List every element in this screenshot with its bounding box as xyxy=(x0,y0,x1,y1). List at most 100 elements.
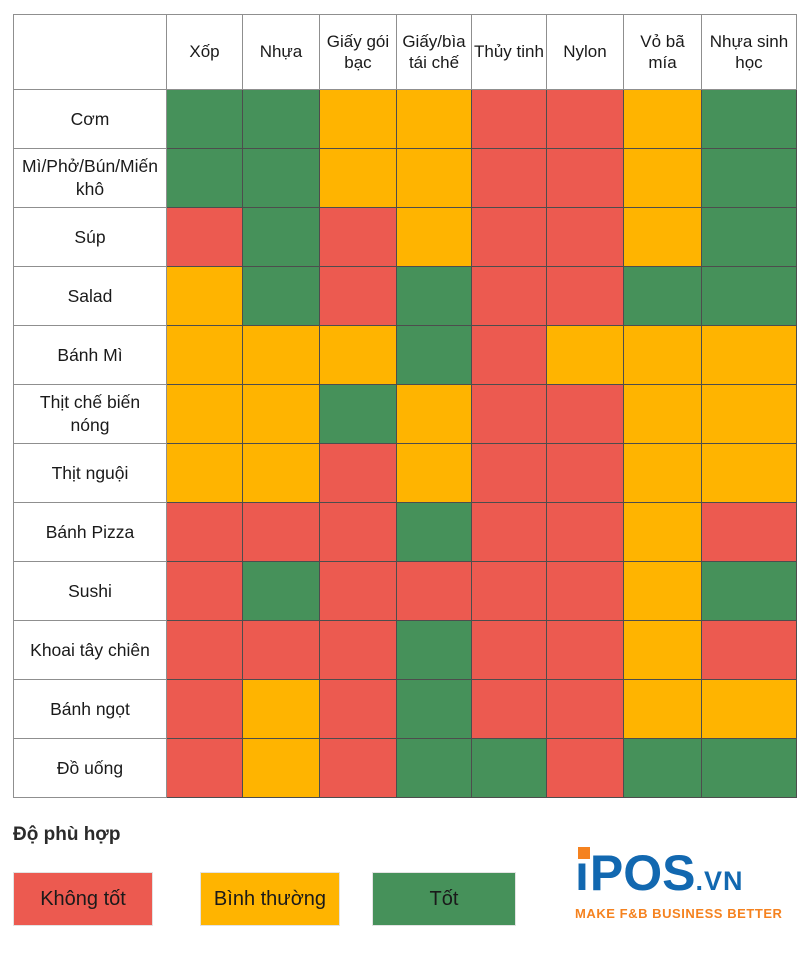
matrix-cell-normal xyxy=(318,148,397,208)
matrix-cell-normal xyxy=(622,443,702,503)
matrix-cell-bad xyxy=(165,502,243,562)
logo-letters-pos: POS xyxy=(589,845,696,901)
matrix-cell-bad xyxy=(470,325,547,385)
matrix-cell-bad xyxy=(318,266,397,326)
column-header: Vỏ bã mía xyxy=(622,14,702,90)
matrix-cell-good xyxy=(165,148,243,208)
table-row: Đồ uống xyxy=(13,738,797,798)
legend-label-bad: Không tốt xyxy=(40,887,126,910)
matrix-cell-bad xyxy=(470,679,547,739)
logo-i-dot-square xyxy=(578,847,590,859)
matrix-cell-bad xyxy=(545,266,624,326)
corner-cell xyxy=(13,14,167,90)
matrix-cell-good xyxy=(395,266,472,326)
matrix-cell-normal xyxy=(622,89,702,149)
matrix-cell-bad xyxy=(470,384,547,444)
matrix-cell-bad xyxy=(545,738,624,798)
matrix-cell-bad xyxy=(470,148,547,208)
table-row: Bánh Mì xyxy=(13,325,797,385)
row-label: Sushi xyxy=(13,561,167,621)
matrix-cell-bad xyxy=(545,561,624,621)
matrix-cell-normal xyxy=(241,325,320,385)
matrix-cell-normal xyxy=(395,207,472,267)
row-label: Mì/Phở/Bún/Miến khô xyxy=(13,148,167,208)
row-label: Bánh Mì xyxy=(13,325,167,385)
legend-swatch-good: Tốt xyxy=(372,872,516,926)
header-row: Xốp Nhựa Giấy gói bạc Giấy/bìa tái chế Thủy … xyxy=(13,14,797,90)
matrix-cell-bad xyxy=(318,561,397,621)
legend-swatch-bad: Không tốt xyxy=(13,872,153,926)
matrix-cell-good xyxy=(700,738,797,798)
legend-title: Độ phù hợp xyxy=(13,824,121,845)
matrix-cell-bad xyxy=(241,620,320,680)
matrix-cell-normal xyxy=(395,148,472,208)
matrix-cell-good xyxy=(241,561,320,621)
row-label: Súp xyxy=(13,207,167,267)
logo-letter-i: ı xyxy=(575,845,590,901)
matrix-cell-good xyxy=(470,738,547,798)
matrix-cell-good xyxy=(241,89,320,149)
matrix-cell-bad xyxy=(470,443,547,503)
table-row: Khoai tây chiên xyxy=(13,620,797,680)
row-label: Bánh Pizza xyxy=(13,502,167,562)
matrix-cell-good xyxy=(241,148,320,208)
matrix-cell-normal xyxy=(241,679,320,739)
table-row: Súp xyxy=(13,207,797,267)
matrix-cell-normal xyxy=(241,738,320,798)
logo-tagline: MAKE F&B BUSINESS BETTER xyxy=(575,906,783,921)
row-label: Thịt nguội xyxy=(13,443,167,503)
matrix-cell-bad xyxy=(545,207,624,267)
matrix-cell-good xyxy=(318,384,397,444)
table-row: Thịt chế biến nóng xyxy=(13,384,797,444)
matrix-cell-good xyxy=(395,738,472,798)
legend-label-good: Tốt xyxy=(429,887,459,910)
matrix-cell-normal xyxy=(622,502,702,562)
row-label: Bánh ngọt xyxy=(13,679,167,739)
matrix-cell-bad xyxy=(470,561,547,621)
matrix-cell-bad xyxy=(318,738,397,798)
table-row: Salad xyxy=(13,266,797,326)
logo-domain-suffix: .vn xyxy=(695,866,744,896)
matrix-cell-normal xyxy=(165,325,243,385)
matrix-cell-normal xyxy=(545,325,624,385)
matrix-cell-good xyxy=(622,266,702,326)
matrix-cell-bad xyxy=(470,620,547,680)
matrix-cell-bad xyxy=(545,443,624,503)
matrix-cell-normal xyxy=(395,443,472,503)
legend-label-normal: Bình thường xyxy=(213,887,327,910)
matrix-cell-bad xyxy=(545,148,624,208)
table-row: Bánh Pizza xyxy=(13,502,797,562)
matrix-cell-normal xyxy=(241,443,320,503)
matrix-cell-good xyxy=(700,89,797,149)
matrix-cell-bad xyxy=(318,207,397,267)
matrix-cell-good xyxy=(700,266,797,326)
matrix-cell-good xyxy=(395,502,472,562)
matrix-cell-normal xyxy=(622,561,702,621)
matrix-cell-bad xyxy=(470,89,547,149)
matrix-cell-bad xyxy=(318,679,397,739)
matrix-cell-bad xyxy=(165,207,243,267)
matrix-cell-bad xyxy=(545,89,624,149)
matrix-cell-good xyxy=(700,561,797,621)
matrix-cell-normal xyxy=(395,384,472,444)
matrix-cell-normal xyxy=(700,384,797,444)
matrix-cell-bad xyxy=(470,502,547,562)
matrix-cell-normal xyxy=(622,620,702,680)
matrix-cell-good xyxy=(165,89,243,149)
table-row: Cơm xyxy=(13,89,797,149)
legend-swatch-normal: Bình thường xyxy=(200,872,340,926)
matrix-cell-bad xyxy=(241,502,320,562)
row-label: Đồ uống xyxy=(13,738,167,798)
matrix-cell-good xyxy=(700,148,797,208)
matrix-cell-good xyxy=(395,679,472,739)
row-label: Salad xyxy=(13,266,167,326)
matrix-cell-normal xyxy=(165,266,243,326)
matrix-cell-bad xyxy=(318,502,397,562)
matrix-cell-bad xyxy=(470,266,547,326)
compatibility-matrix: Xốp Nhựa Giấy gói bạc Giấy/bìa tái chế Thủy … xyxy=(13,14,797,798)
matrix-cell-bad xyxy=(545,384,624,444)
row-label: Khoai tây chiên xyxy=(13,620,167,680)
matrix-cell-normal xyxy=(622,325,702,385)
ipos-logo: ı POS.vn MAKE F&B BUSINESS BETTER xyxy=(575,845,793,921)
matrix-cell-good xyxy=(395,620,472,680)
